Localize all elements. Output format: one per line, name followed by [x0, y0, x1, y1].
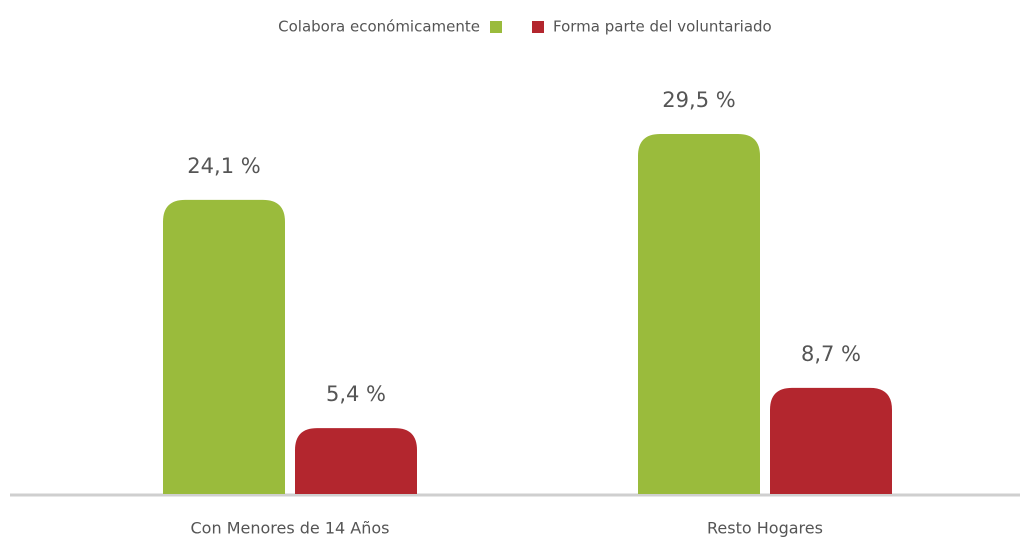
bar [295, 428, 417, 494]
legend-label: Forma parte del voluntariado [553, 18, 772, 36]
bar [770, 387, 892, 494]
value-label: 5,4 % [326, 382, 386, 406]
bar [163, 199, 285, 494]
x-tick-label: Resto Hogares [707, 519, 823, 538]
value-label: 29,5 % [662, 88, 735, 112]
value-label: 8,7 % [801, 342, 861, 366]
value-label: 24,1 % [187, 154, 260, 178]
legend-swatch [490, 21, 502, 33]
x-tick-label: Con Menores de 14 Años [191, 519, 390, 538]
bar [638, 134, 760, 494]
legend-swatch [532, 21, 544, 33]
legend-label: Colabora económicamente [278, 18, 480, 36]
